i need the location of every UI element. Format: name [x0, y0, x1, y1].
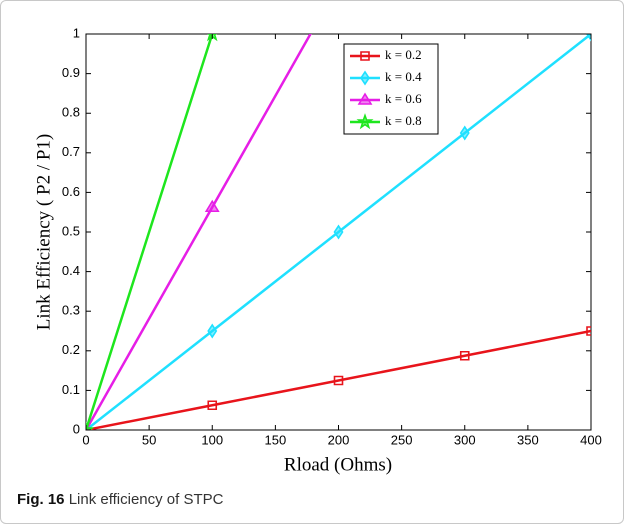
y-tick-label: 0.2: [62, 342, 80, 357]
legend-box: [343, 43, 439, 135]
marker: [586, 326, 591, 336]
y-tick-label: 0.8: [62, 105, 80, 120]
series-line: [86, 34, 312, 430]
marker: [207, 323, 218, 339]
marker: [459, 125, 470, 141]
series-line: [86, 34, 214, 430]
x-tick-label: 100: [201, 432, 223, 447]
marker: [360, 70, 370, 86]
marker: [356, 113, 374, 130]
y-tick-label: 1: [73, 25, 80, 40]
y-tick-label: 0.5: [62, 223, 80, 238]
y-tick-label: 0.1: [62, 382, 80, 397]
caption-label: Fig. 16: [17, 491, 65, 508]
x-tick-label: 150: [265, 432, 287, 447]
marker: [207, 400, 218, 411]
x-tick-label: 200: [328, 432, 350, 447]
marker: [333, 375, 344, 386]
y-tick-label: 0.7: [62, 144, 80, 159]
y-tick-label: 0.3: [62, 303, 80, 318]
caption-text: Link efficiency of STPC: [68, 491, 224, 508]
y-tick-label: 0.4: [62, 263, 80, 278]
series-line: [86, 329, 591, 430]
chart: Rload (Ohms) Link Efficiency ( P2 / P1) …: [33, 25, 602, 475]
legend-label: k = 0.2: [385, 47, 422, 62]
x-tick-label: 350: [517, 432, 539, 447]
x-axis-label: Rload (Ohms): [284, 454, 392, 475]
y-axis-label: Link Efficiency ( P2 / P1): [33, 134, 54, 330]
legend-label: k = 0.8: [385, 113, 422, 128]
marker: [357, 92, 373, 105]
marker: [204, 199, 220, 213]
x-tick-label: 400: [580, 432, 602, 447]
x-tick-label: 50: [142, 432, 156, 447]
marker: [86, 421, 95, 430]
x-tick-label: 0: [82, 432, 89, 447]
y-tick-label: 0.9: [62, 65, 80, 80]
legend-label: k = 0.6: [385, 91, 422, 106]
x-tick-label: 300: [454, 432, 476, 447]
marker: [586, 34, 591, 42]
marker: [459, 350, 470, 361]
caption: Fig. 16 Link efficiency of STPC: [17, 491, 223, 508]
y-tick-label: 0: [73, 421, 80, 436]
marker: [333, 224, 344, 240]
y-tick-label: 0.6: [62, 184, 80, 199]
x-tick-label: 250: [391, 432, 413, 447]
marker: [360, 51, 370, 61]
legend-label: k = 0.4: [385, 69, 422, 84]
